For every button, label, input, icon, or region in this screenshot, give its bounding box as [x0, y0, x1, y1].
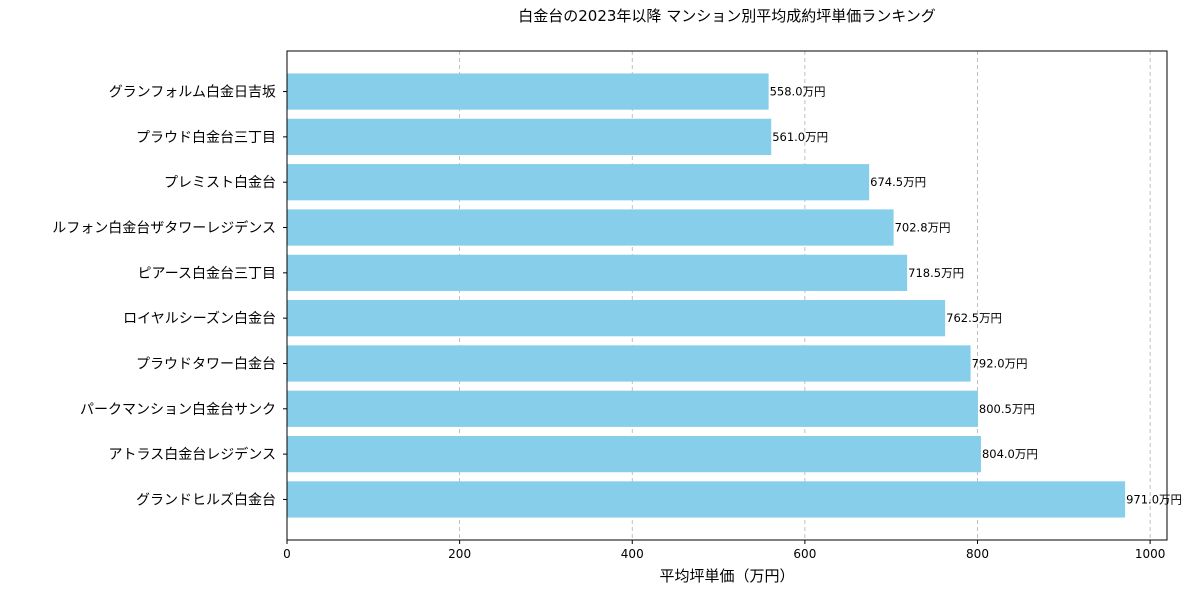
data-label: 971.0万円	[1126, 492, 1182, 506]
bar	[287, 118, 772, 156]
bar	[287, 254, 908, 291]
y-tick-label: パークマンション白金台サンク	[80, 402, 276, 418]
plot-frame	[286, 50, 1168, 541]
y-tick-label: プラウドタワー白金台	[136, 356, 276, 372]
y-tick-label: プラウド白金台三丁目	[136, 130, 276, 146]
x-tick-label: 200	[448, 547, 471, 561]
x-tick-label: 600	[793, 547, 816, 561]
bar	[287, 481, 1126, 518]
data-label: 702.8万円	[895, 221, 951, 235]
x-tick-label: 1000	[1135, 547, 1166, 561]
y-tick-label: グランフォルム白金日吉坂	[109, 85, 276, 101]
bar	[287, 345, 971, 382]
x-axis-label: 平均坪単価（万円）	[659, 567, 794, 585]
bar	[287, 73, 769, 110]
data-label: 558.0万円	[770, 85, 826, 99]
bar	[287, 435, 981, 473]
data-label: 762.5万円	[946, 311, 1002, 325]
x-tick-label: 0	[283, 547, 291, 561]
data-label: 718.5万円	[908, 266, 964, 280]
y-tick-label: プレミスト白金台	[164, 175, 276, 191]
x-tick-label: 400	[621, 547, 644, 561]
data-label: 792.0万円	[972, 356, 1028, 370]
chart-title: 白金台の2023年以降 マンション別平均成約坪単価ランキング	[518, 7, 936, 25]
y-tick-label: グランドヒルズ白金台	[136, 492, 276, 508]
bar	[287, 300, 946, 337]
data-label: 804.0万円	[982, 447, 1038, 461]
bar	[287, 164, 870, 201]
data-label: 800.5万円	[979, 402, 1035, 416]
y-tick-label: ルフォン白金台ザタワーレジデンス	[52, 220, 276, 237]
data-label: 561.0万円	[772, 130, 828, 144]
y-tick-label: アトラス白金台レジデンス	[109, 446, 276, 463]
x-tick-label: 800	[966, 547, 989, 561]
data-label: 674.5万円	[870, 175, 926, 189]
bar	[287, 390, 978, 427]
bar	[287, 209, 894, 246]
y-tick-label: ピアース白金台三丁目	[138, 266, 276, 282]
y-tick-label: ロイヤルシーズン白金台	[123, 311, 276, 327]
